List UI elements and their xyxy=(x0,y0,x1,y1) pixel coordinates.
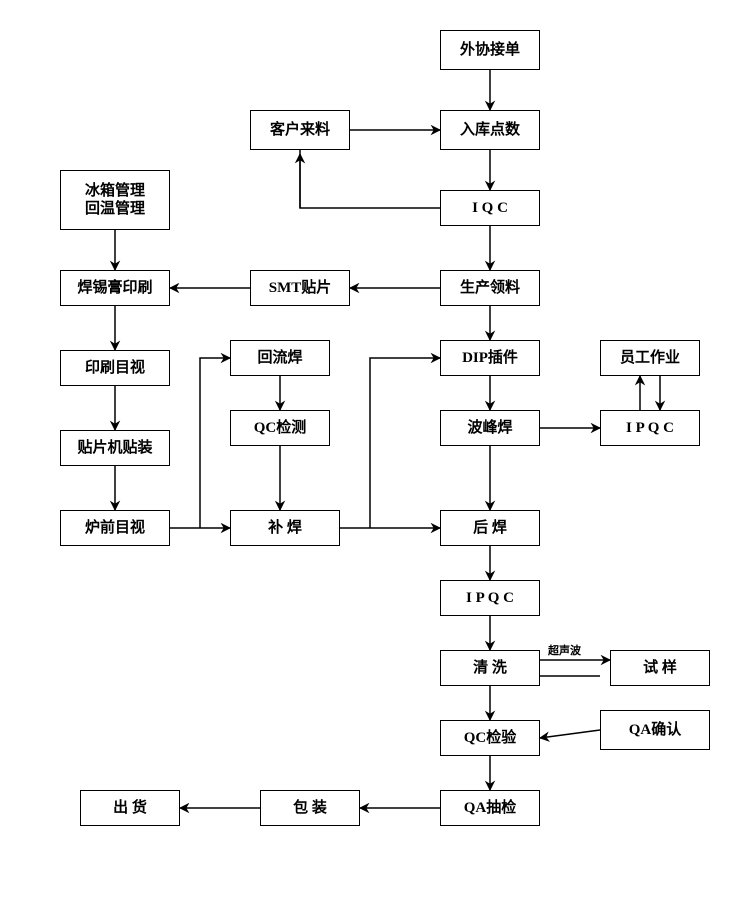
edge-3 xyxy=(300,150,440,208)
node-ruku: 入库点数 xyxy=(440,110,540,150)
node-baozhuang: 包 装 xyxy=(260,790,360,826)
node-smt: SMT贴片 xyxy=(250,270,350,306)
node-qcjianyan: QC检验 xyxy=(440,720,540,756)
node-qcjiance: QC检测 xyxy=(230,410,330,446)
node-houhan: 后 焊 xyxy=(440,510,540,546)
node-chuhuo: 出 货 xyxy=(80,790,180,826)
edge-label-chaoshengbo: 超声波 xyxy=(548,642,581,658)
node-ipqc1: I P Q C xyxy=(600,410,700,446)
node-bofeng: 波峰焊 xyxy=(440,410,540,446)
node-mushi: 印刷目视 xyxy=(60,350,170,386)
node-huiliu: 回流焊 xyxy=(230,340,330,376)
node-yuangong: 员工作业 xyxy=(600,340,700,376)
node-ipqc2: I P Q C xyxy=(440,580,540,616)
node-qachou: QA抽检 xyxy=(440,790,540,826)
flowchart-canvas: 外协接单入库点数 客户来料 I Q C 冰箱管理 回温管理生产领料 SMT贴片 焊锡膏印刷… xyxy=(0,0,750,900)
node-qingxi: 清 洗 xyxy=(440,650,540,686)
node-qaqueren: QA确认 xyxy=(600,710,710,750)
node-waixie: 外协接单 xyxy=(440,30,540,70)
node-iqc: I Q C xyxy=(440,190,540,226)
node-tiepian: 贴片机贴装 xyxy=(60,430,170,466)
node-lingliao: 生产领料 xyxy=(440,270,540,306)
edge-29 xyxy=(540,730,600,738)
edge-19 xyxy=(200,358,230,528)
edge-23 xyxy=(370,358,440,528)
node-luqian: 炉前目视 xyxy=(60,510,170,546)
node-dip: DIP插件 xyxy=(440,340,540,376)
node-bingxiang: 冰箱管理 回温管理 xyxy=(60,170,170,230)
node-shiyang: 试 样 xyxy=(610,650,710,686)
node-kehu: 客户来料 xyxy=(250,110,350,150)
node-buhan: 补 焊 xyxy=(230,510,340,546)
node-yinshua: 焊锡膏印刷 xyxy=(60,270,170,306)
